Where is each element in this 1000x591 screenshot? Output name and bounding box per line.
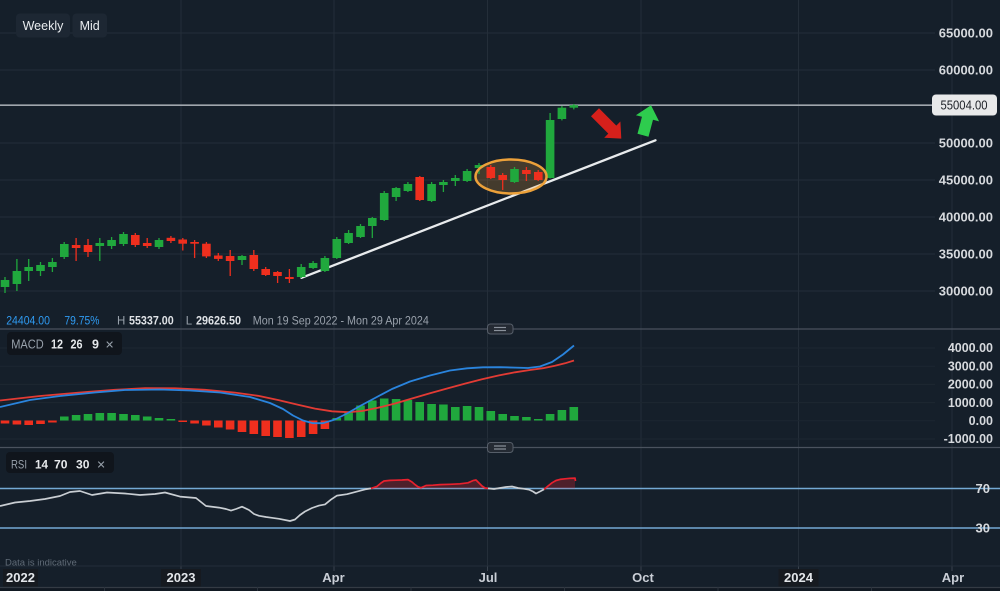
svg-text:29626.50: 29626.50 <box>196 316 241 328</box>
svg-text:Weekly: Weekly <box>23 19 65 33</box>
svg-text:4000.00: 4000.00 <box>948 341 993 355</box>
svg-text:24404.00: 24404.00 <box>6 316 50 328</box>
svg-text:2000.00: 2000.00 <box>948 378 993 392</box>
svg-text:12: 12 <box>51 338 63 352</box>
svg-text:✕: ✕ <box>105 340 114 352</box>
svg-text:2022: 2022 <box>6 570 35 585</box>
svg-text:Data is indicative: Data is indicative <box>5 558 77 569</box>
svg-text:35000.00: 35000.00 <box>939 247 993 262</box>
svg-text:9: 9 <box>92 338 99 352</box>
svg-text:Apr: Apr <box>322 570 344 585</box>
svg-text:60000.00: 60000.00 <box>939 63 993 78</box>
svg-text:55337.00: 55337.00 <box>129 316 174 328</box>
svg-text:70: 70 <box>976 481 990 496</box>
svg-text:Apr: Apr <box>942 570 964 585</box>
svg-text:✕: ✕ <box>97 460 106 472</box>
svg-text:65000.00: 65000.00 <box>939 26 993 41</box>
svg-text:L: L <box>186 316 193 328</box>
svg-text:1000.00: 1000.00 <box>948 396 993 410</box>
svg-text:70: 70 <box>54 458 68 472</box>
svg-text:-1000.00: -1000.00 <box>944 432 993 446</box>
svg-text:45000.00: 45000.00 <box>939 173 993 188</box>
svg-text:MACD: MACD <box>11 338 44 352</box>
svg-text:2023: 2023 <box>167 570 196 585</box>
svg-text:H: H <box>117 316 125 328</box>
svg-text:79.75%: 79.75% <box>64 316 99 328</box>
svg-text:55004.00: 55004.00 <box>941 99 988 113</box>
svg-text:2024: 2024 <box>784 570 814 585</box>
svg-text:Mid: Mid <box>80 19 100 33</box>
svg-text:0.00: 0.00 <box>969 414 993 428</box>
svg-text:26: 26 <box>71 338 83 352</box>
svg-text:30: 30 <box>976 521 990 536</box>
svg-text:RSI: RSI <box>11 458 27 472</box>
svg-text:30000.00: 30000.00 <box>939 284 993 299</box>
svg-text:Mon 19 Sep 2022 - Mon 29 Apr 2: Mon 19 Sep 2022 - Mon 29 Apr 2024 <box>253 316 430 328</box>
svg-text:3000.00: 3000.00 <box>948 359 993 373</box>
svg-text:50000.00: 50000.00 <box>939 136 993 151</box>
svg-text:30: 30 <box>76 458 90 472</box>
svg-text:Oct: Oct <box>632 570 654 585</box>
svg-text:14: 14 <box>35 458 48 472</box>
svg-text:Jul: Jul <box>479 570 498 585</box>
svg-text:40000.00: 40000.00 <box>939 210 993 225</box>
